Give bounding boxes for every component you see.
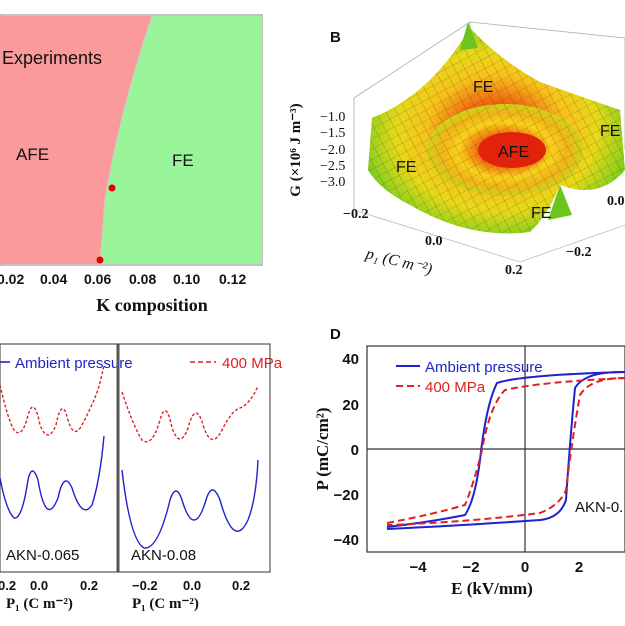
sample-label: AKN-0.: [575, 499, 623, 516]
tick-label: 0.0: [607, 194, 625, 209]
box-floor: [353, 209, 625, 263]
tick-label: 0.0: [30, 578, 48, 593]
tick-label: −1.5: [320, 126, 345, 141]
fe-label: FE: [531, 205, 551, 222]
panel-d-y-label: P (mC/cm²): [313, 408, 332, 491]
fe-label: FE: [600, 123, 620, 140]
experiment-point: [96, 256, 104, 264]
tick-label: 40: [342, 351, 359, 368]
legend-pressure: 400 MPa: [222, 355, 283, 372]
panel-d-y-ticks: 40 20 0 −20 −40: [334, 351, 359, 549]
tick-label: −0.2: [343, 207, 368, 222]
panel-b-y-ticks: 0.0 −0.2: [566, 194, 625, 260]
legend-ambient: Ambient pressure: [15, 355, 133, 372]
panel-d-x-ticks: −4 −2 0 2: [409, 559, 583, 576]
panel-c-x-label-right: P₁ (C m⁻²): [132, 596, 199, 612]
panel-b-x-label: p₁ (C m⁻²): [363, 245, 434, 278]
panel-c-frame: [0, 343, 271, 573]
panel-d-letter: D: [330, 326, 341, 343]
pressure-hysteresis-upper: [386, 377, 625, 524]
pressure-free-energy-008: [121, 459, 259, 549]
tick-label: 0.2: [505, 263, 523, 278]
phase-boundary: [99, 15, 153, 265]
tick-label: 0.2: [0, 578, 16, 593]
tick-label: −4: [409, 559, 427, 576]
ambient-hysteresis-lower: [386, 370, 625, 530]
experiments-label: Experiments: [2, 48, 102, 68]
experiment-point: [108, 184, 116, 192]
tick-label: −0.2: [132, 578, 158, 593]
panel-b-z-ticks: −1.0 −1.5 −2.0 −2.5 −3.0: [320, 110, 345, 190]
tick-label: 0.08: [129, 271, 156, 287]
fe-label: FE: [473, 79, 493, 96]
panel-a-x-label: K composition: [96, 295, 208, 315]
ambient-free-energy-008: [121, 385, 259, 443]
tick-label: 0: [521, 559, 529, 576]
tick-label: 0.10: [173, 271, 200, 287]
panel-b: B FE FE AFE FE FE −1.0 −1.5 −2.0 −2.5 −3…: [288, 21, 625, 278]
legend-pressure: 400 MPa: [425, 379, 486, 396]
panel-b-z-label: G (×10⁶ J m⁻³): [288, 103, 304, 196]
tick-label: −40: [334, 532, 359, 549]
legend-ambient: Ambient pressure: [425, 359, 543, 376]
panel-b-x-ticks: −0.2 0.0 0.2: [343, 207, 523, 278]
tick-label: 0.12: [219, 271, 246, 287]
fe-label: FE: [396, 159, 416, 176]
panel-b-letter: B: [330, 29, 341, 46]
surface-peak: [460, 22, 478, 50]
tick-label: 0: [351, 442, 359, 459]
tick-label: 0.2: [80, 578, 98, 593]
panel-d-x-label: E (kV/mm): [451, 579, 533, 598]
fe-label: FE: [172, 151, 194, 170]
panel-a-x-ticks: 0.02 0.04 0.06 0.08 0.10 0.12: [0, 271, 246, 287]
panel-c-x-label-left: P₁ (C m⁻²): [6, 596, 73, 612]
tick-label: 2: [575, 559, 583, 576]
tick-label: −2.0: [320, 143, 345, 158]
afe-label: AFE: [498, 144, 529, 161]
panel-c: Ambient pressure 400 MPa AKN-0.065 AKN-0…: [0, 343, 283, 612]
panel-a: Experiments AFE FE 0.02 0.04 0.06 0.08 0…: [0, 14, 263, 315]
energy-center: [478, 132, 546, 168]
tick-label: −0.2: [566, 245, 591, 260]
tick-label: −1.0: [320, 110, 345, 125]
sample-label: AKN-0.065: [6, 547, 79, 564]
ambient-hysteresis-upper: [386, 371, 625, 528]
tick-label: 20: [342, 397, 359, 414]
tick-label: 0.02: [0, 271, 24, 287]
tick-label: 0.0: [183, 578, 201, 593]
afe-label: AFE: [16, 145, 49, 164]
pressure-hysteresis-lower: [386, 377, 625, 526]
panel-c-x-ticks: 0.2 0.0 0.2 −0.2 0.0 0.2: [0, 578, 250, 593]
surface-peak: [548, 185, 572, 220]
tick-label: 0.06: [84, 271, 111, 287]
tick-label: −3.0: [320, 175, 345, 190]
ambient-free-energy-0065: [0, 364, 105, 436]
afe-region: [0, 16, 152, 264]
tick-label: −2: [462, 559, 479, 576]
box-edges: [353, 21, 625, 210]
tick-label: 0.0: [425, 234, 443, 249]
pressure-free-energy-0065: [0, 435, 105, 519]
tick-label: 0.2: [232, 578, 250, 593]
tick-label: 0.04: [40, 271, 67, 287]
fe-region: [100, 16, 262, 264]
panel-d: D Ambient pressure 400 MPa AKN-0. 40 20 …: [313, 326, 625, 598]
tick-label: −20: [334, 487, 359, 504]
sample-label: AKN-0.08: [131, 547, 196, 564]
tick-label: −2.5: [320, 159, 345, 174]
